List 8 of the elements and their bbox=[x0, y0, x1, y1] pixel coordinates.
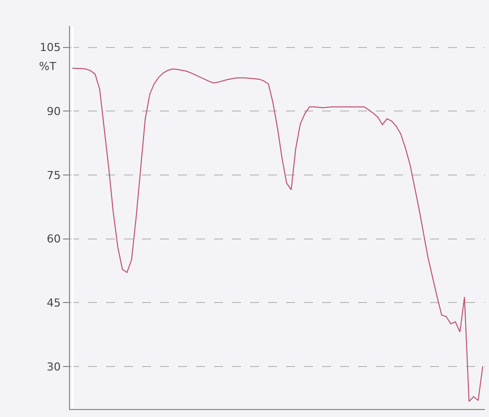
y-tick-label: 105 bbox=[40, 41, 61, 54]
y-tick-label: 45 bbox=[46, 296, 61, 310]
y-tick-label: 60 bbox=[46, 232, 61, 246]
y-tick-label: 75 bbox=[46, 168, 61, 182]
y-tick-label: 90 bbox=[46, 104, 61, 118]
y-axis-title: %T bbox=[39, 60, 56, 73]
y-tick-label: 30 bbox=[46, 360, 61, 374]
line-series bbox=[72, 68, 484, 402]
